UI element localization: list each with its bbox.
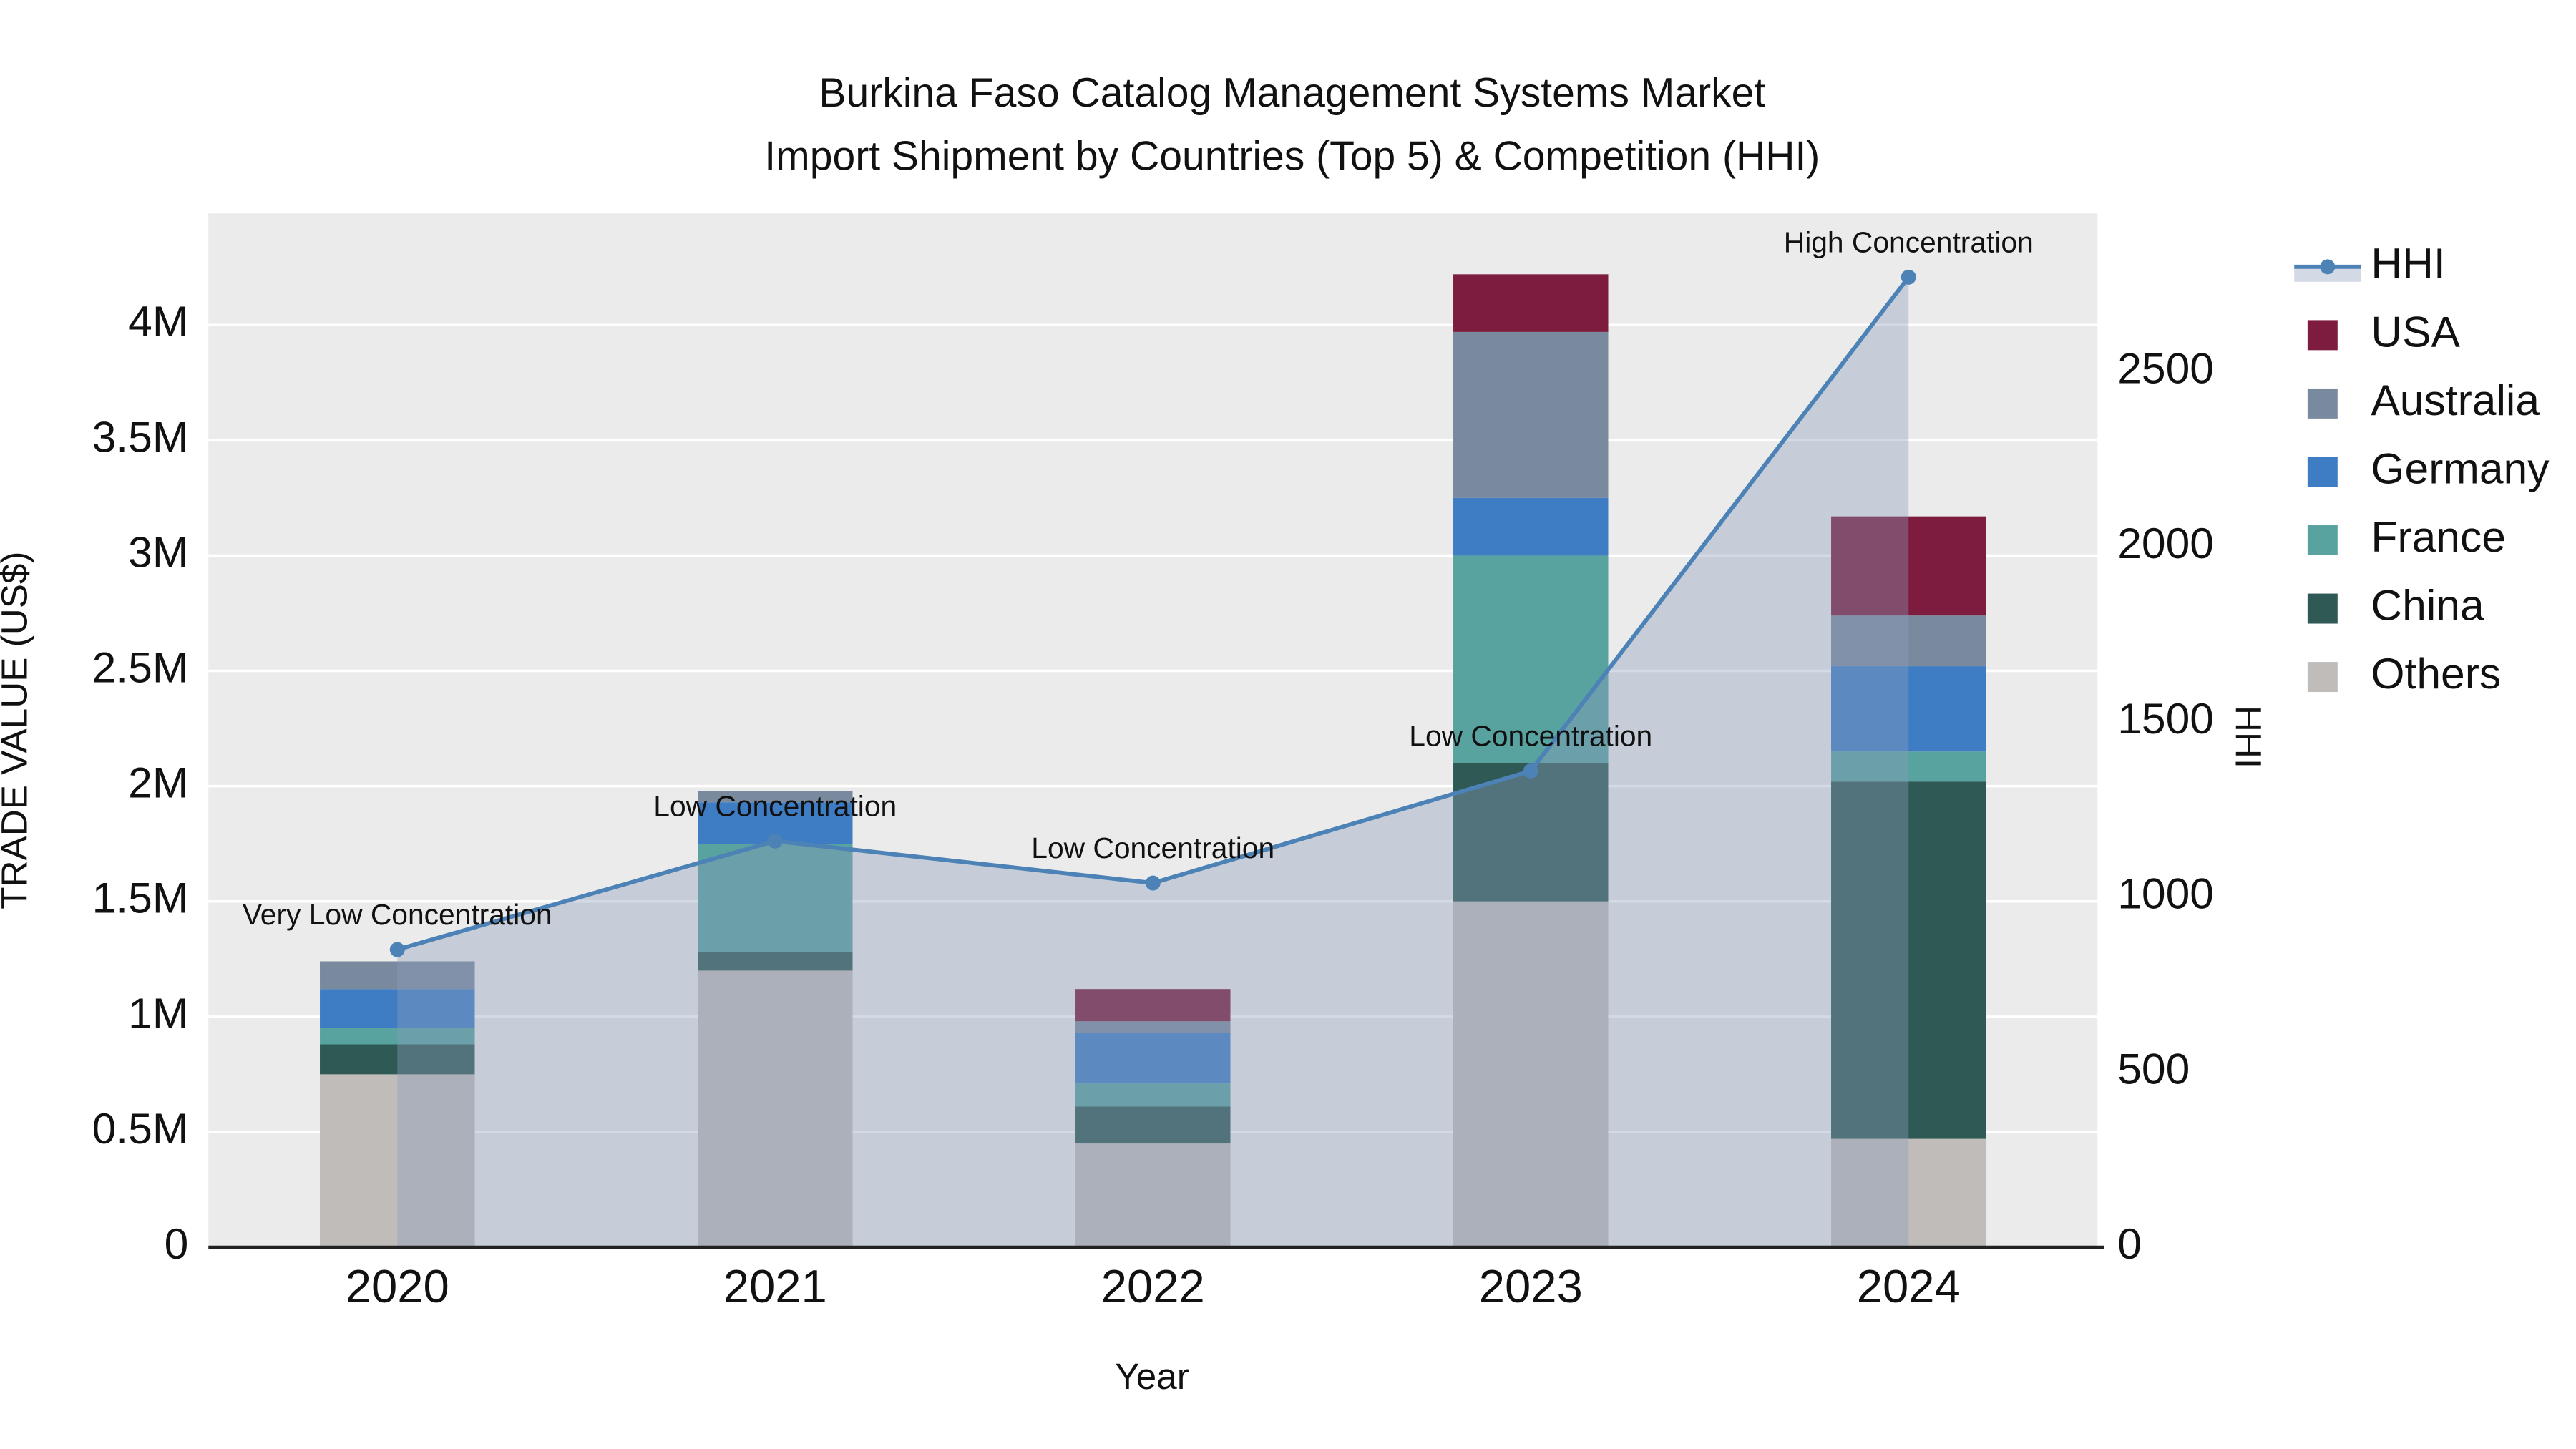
bar-segment-others-2022[interactable] [1075, 1143, 1231, 1248]
legend-label-australia: Australia [2371, 376, 2540, 424]
y-left-tick-3.5M: 3.5M [92, 412, 189, 461]
x-tick-2022: 2022 [1101, 1260, 1205, 1312]
bar-segment-china-2021[interactable] [698, 952, 853, 971]
bar-segment-usa-2024[interactable] [1831, 516, 1986, 616]
y-axis-label-right: HHI [2228, 706, 2269, 769]
legend-swatch-others [2307, 662, 2338, 693]
legend-item-australia[interactable]: Australia [2307, 376, 2540, 424]
annotation-2020: Very Low Concentration [243, 898, 552, 931]
y-right-tick-2000: 2000 [2117, 519, 2214, 567]
bar-segment-germany-2024[interactable] [1831, 666, 1986, 752]
y-left-tick-1M: 1M [128, 989, 188, 1038]
y-left-tick-2M: 2M [128, 758, 188, 807]
bar-segment-germany-2023[interactable] [1453, 497, 1609, 556]
bar-segment-france-2024[interactable] [1831, 751, 1986, 782]
legend-item-germany[interactable]: Germany [2307, 444, 2550, 492]
legend-item-others[interactable]: Others [2307, 649, 2501, 698]
bar-segment-germany-2020[interactable] [320, 989, 475, 1028]
bar-segment-australia-2022[interactable] [1075, 1021, 1231, 1033]
annotation-2024: High Concentration [1784, 225, 2034, 258]
y-right-tick-0: 0 [2117, 1219, 2142, 1268]
bar-segment-usa-2022[interactable] [1075, 989, 1231, 1022]
legend-item-usa[interactable]: USA [2307, 307, 2461, 356]
bar-segment-france-2023[interactable] [1453, 555, 1609, 763]
bar-segment-others-2020[interactable] [320, 1074, 475, 1248]
bar-segment-france-2021[interactable] [698, 844, 853, 952]
annotation-2022: Low Concentration [1031, 831, 1274, 864]
legend-item-hhi[interactable]: HHI [2294, 239, 2446, 288]
legend-label-france: France [2371, 512, 2506, 561]
hhi-marker-2024[interactable] [1901, 269, 1916, 285]
x-tick-2021: 2021 [723, 1260, 827, 1312]
x-tick-2020: 2020 [346, 1260, 449, 1312]
bar-segment-france-2022[interactable] [1075, 1083, 1231, 1107]
annotation-2023: Low Concentration [1409, 719, 1652, 752]
y-left-tick-3M: 3M [128, 527, 188, 576]
legend-hhi-marker-icon [2320, 259, 2336, 275]
legend-item-france[interactable]: France [2307, 512, 2506, 561]
legend-label-china: China [2371, 581, 2484, 630]
y-axis-label-left: TRADE VALUE (US$) [0, 552, 34, 909]
chart-title: Burkina Faso Catalog Management Systems … [819, 70, 1765, 116]
bar-segment-australia-2021[interactable] [698, 791, 853, 803]
y-left-tick-0: 0 [165, 1219, 189, 1268]
y-right-tick-1500: 1500 [2117, 694, 2214, 743]
hhi-marker-2021[interactable] [767, 833, 783, 849]
y-left-tick-1.5M: 1.5M [92, 874, 189, 922]
legend-swatch-usa [2307, 320, 2338, 351]
bar-segment-australia-2020[interactable] [320, 961, 475, 990]
x-tick-2023: 2023 [1479, 1260, 1583, 1312]
y-left-tick-2.5M: 2.5M [92, 643, 189, 692]
y-right-tick-1000: 1000 [2117, 869, 2214, 918]
legend-label-germany: Germany [2371, 444, 2550, 492]
hhi-marker-2020[interactable] [389, 942, 405, 957]
hhi-marker-2023[interactable] [1523, 763, 1538, 779]
bar-segment-france-2020[interactable] [320, 1028, 475, 1045]
bar-segment-australia-2024[interactable] [1831, 615, 1986, 667]
chart-legend: HHI USA Australia Germany France China Others [2294, 239, 2550, 698]
legend-swatch-france [2307, 525, 2338, 555]
annotation-2021: Low Concentration [653, 789, 897, 822]
legend-item-china[interactable]: China [2307, 581, 2484, 630]
y-right-tick-500: 500 [2117, 1044, 2190, 1093]
y-left-tick-4M: 4M [128, 297, 188, 346]
legend-label-others: Others [2371, 649, 2501, 698]
bar-segment-germany-2022[interactable] [1075, 1033, 1231, 1084]
bar-segment-australia-2023[interactable] [1453, 331, 1609, 498]
legend-swatch-germany [2307, 457, 2338, 487]
bar-segment-usa-2023[interactable] [1453, 274, 1609, 332]
bar-segment-others-2021[interactable] [698, 970, 853, 1248]
x-tick-2024: 2024 [1857, 1260, 1961, 1312]
chart-plot-group: Very Low Concentration Low Concentration L… [92, 213, 2214, 1312]
y-left-tick-0.5M: 0.5M [92, 1104, 189, 1153]
hhi-marker-2022[interactable] [1145, 875, 1161, 891]
y-right-tick-2500: 2500 [2117, 343, 2214, 392]
hhi-area [397, 277, 1909, 1248]
x-axis-label: Year [1115, 1356, 1189, 1397]
bar-segment-others-2023[interactable] [1453, 901, 1609, 1248]
bar-segment-china-2020[interactable] [320, 1044, 475, 1075]
chart-subtitle: Import Shipment by Countries (Top 5) & C… [764, 134, 1820, 180]
legend-swatch-china [2307, 593, 2338, 624]
legend-label-usa: USA [2371, 307, 2460, 356]
bar-segment-china-2022[interactable] [1075, 1106, 1231, 1144]
bar-segment-china-2024[interactable] [1831, 781, 1986, 1139]
bar-segment-others-2024[interactable] [1831, 1138, 1986, 1248]
legend-label-hhi: HHI [2371, 239, 2445, 288]
legend-swatch-australia [2307, 388, 2338, 419]
